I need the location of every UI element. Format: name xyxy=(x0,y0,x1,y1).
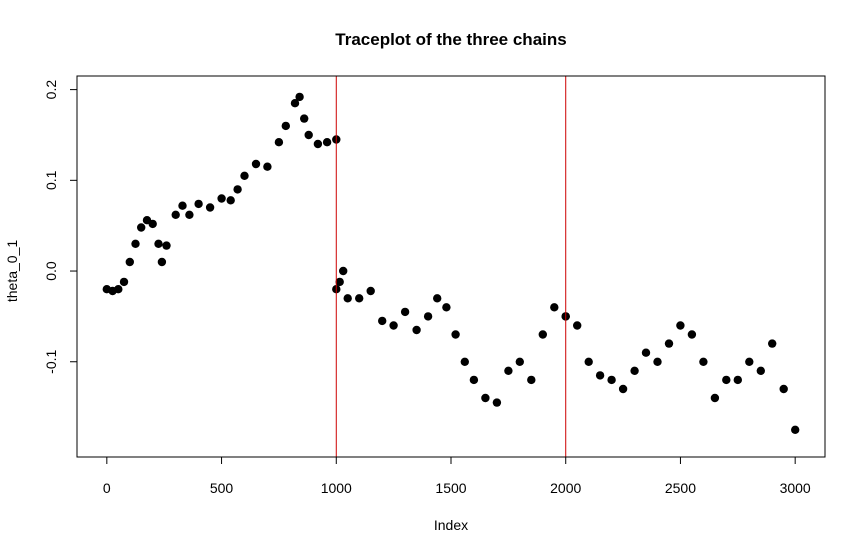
x-axis: 0 500 1000 1500 2000 2500 3000 xyxy=(103,456,811,496)
data-point-chain-3-4 xyxy=(607,375,616,385)
x-tick-label-6: 3000 xyxy=(780,480,811,496)
data-point-chain-1-16 xyxy=(205,203,215,212)
data-point-chain-2-7 xyxy=(389,321,398,330)
data-point-chain-1-3 xyxy=(119,277,129,287)
data-point-chain-2-21 xyxy=(538,330,547,339)
data-point-chain-3-2 xyxy=(584,357,593,366)
data-point-chain-3-10 xyxy=(676,321,685,330)
data-point-chain-2-9 xyxy=(412,325,421,335)
x-tick-label-5: 2500 xyxy=(665,480,696,496)
y-tick-label-2: 0.1 xyxy=(43,170,59,190)
data-point-chain-1-12 xyxy=(171,210,180,219)
data-point-chain-3-7 xyxy=(641,348,651,357)
data-point-chain-2-17 xyxy=(492,398,502,407)
data-points xyxy=(102,92,800,434)
data-point-chain-2-6 xyxy=(378,316,387,326)
data-point-chain-1-9 xyxy=(154,239,163,248)
data-point-chain-1-29 xyxy=(313,139,323,149)
data-point-chain-2-5 xyxy=(366,286,375,296)
data-point-chain-3-3 xyxy=(595,371,605,380)
data-point-chain-2-20 xyxy=(527,375,536,385)
data-point-chain-2-4 xyxy=(355,294,364,303)
y-tick-label-1: 0.0 xyxy=(43,261,59,281)
data-point-chain-3-6 xyxy=(630,366,639,375)
data-point-chain-2-1 xyxy=(335,277,344,287)
data-point-chain-2-12 xyxy=(442,303,451,312)
y-tick-label-0: -0.1 xyxy=(43,349,59,373)
data-point-chain-3-19 xyxy=(779,384,788,394)
data-point-chain-2-3 xyxy=(343,294,352,303)
x-tick-label-4: 2000 xyxy=(550,480,581,496)
data-point-chain-1-20 xyxy=(240,171,249,180)
data-point-chain-1-30 xyxy=(322,138,332,147)
data-point-chain-3-8 xyxy=(653,357,662,366)
data-point-chain-1-4 xyxy=(125,257,134,267)
data-point-chain-2-18 xyxy=(504,366,513,375)
data-point-chain-2-11 xyxy=(433,294,442,303)
data-point-chain-1-25 xyxy=(290,99,300,108)
data-point-chain-2-16 xyxy=(481,393,490,403)
x-tick-label-2: 1000 xyxy=(321,480,352,496)
data-point-chain-2-8 xyxy=(400,307,410,317)
data-point-chain-3-17 xyxy=(756,366,765,375)
data-point-chain-1-11 xyxy=(162,241,171,250)
data-point-chain-2-19 xyxy=(515,357,524,366)
chart-title: Traceplot of the three chains xyxy=(335,30,566,49)
data-point-chain-3-1 xyxy=(573,321,582,330)
data-point-chain-1-24 xyxy=(281,121,290,131)
data-point-chain-3-18 xyxy=(768,339,777,348)
data-point-chain-1-21 xyxy=(251,159,261,169)
data-point-chain-1-13 xyxy=(178,201,187,210)
data-point-chain-3-5 xyxy=(618,384,628,394)
data-point-chain-2-15 xyxy=(469,375,479,385)
x-tick-label-3: 1500 xyxy=(435,480,466,496)
data-point-chain-1-5 xyxy=(131,239,140,248)
y-axis-title: theta_0_1 xyxy=(4,240,20,302)
x-tick-label-1: 500 xyxy=(210,480,234,496)
data-point-chain-3-16 xyxy=(745,357,754,366)
y-tick-label-3: 0.2 xyxy=(43,80,59,100)
data-point-chain-1-28 xyxy=(304,130,313,140)
data-point-chain-1-19 xyxy=(233,185,242,194)
data-point-chain-1-18 xyxy=(226,196,235,205)
data-point-chain-1-17 xyxy=(217,194,226,203)
data-point-chain-1-8 xyxy=(148,219,157,229)
data-point-chain-2-22 xyxy=(550,303,559,312)
data-point-chain-3-20 xyxy=(791,425,800,434)
data-point-chain-3-13 xyxy=(710,393,720,403)
data-point-chain-1-22 xyxy=(263,162,272,171)
data-point-chain-3-15 xyxy=(733,375,742,385)
data-point-chain-2-10 xyxy=(423,312,433,321)
data-point-chain-1-23 xyxy=(274,138,284,147)
data-point-chain-3-9 xyxy=(664,339,674,348)
data-point-chain-2-2 xyxy=(339,266,348,276)
x-tick-label-0: 0 xyxy=(103,480,111,496)
data-point-chain-1-15 xyxy=(194,199,203,209)
data-point-chain-3-11 xyxy=(687,330,697,339)
data-point-chain-1-6 xyxy=(137,223,146,232)
data-point-chain-2-14 xyxy=(460,357,469,366)
data-point-chain-1-14 xyxy=(185,210,194,219)
data-point-chain-1-10 xyxy=(157,257,167,267)
data-point-chain-1-27 xyxy=(300,114,309,123)
data-point-chain-3-14 xyxy=(722,375,731,385)
chain-separator-lines xyxy=(335,76,567,457)
data-point-chain-2-13 xyxy=(451,330,460,339)
x-axis-title: Index xyxy=(434,517,468,533)
y-axis: -0.1 0.0 0.1 0.2 xyxy=(43,80,78,374)
data-point-chain-1-2 xyxy=(114,285,123,294)
data-point-chain-1-26 xyxy=(295,92,304,102)
data-point-chain-3-12 xyxy=(699,357,708,366)
